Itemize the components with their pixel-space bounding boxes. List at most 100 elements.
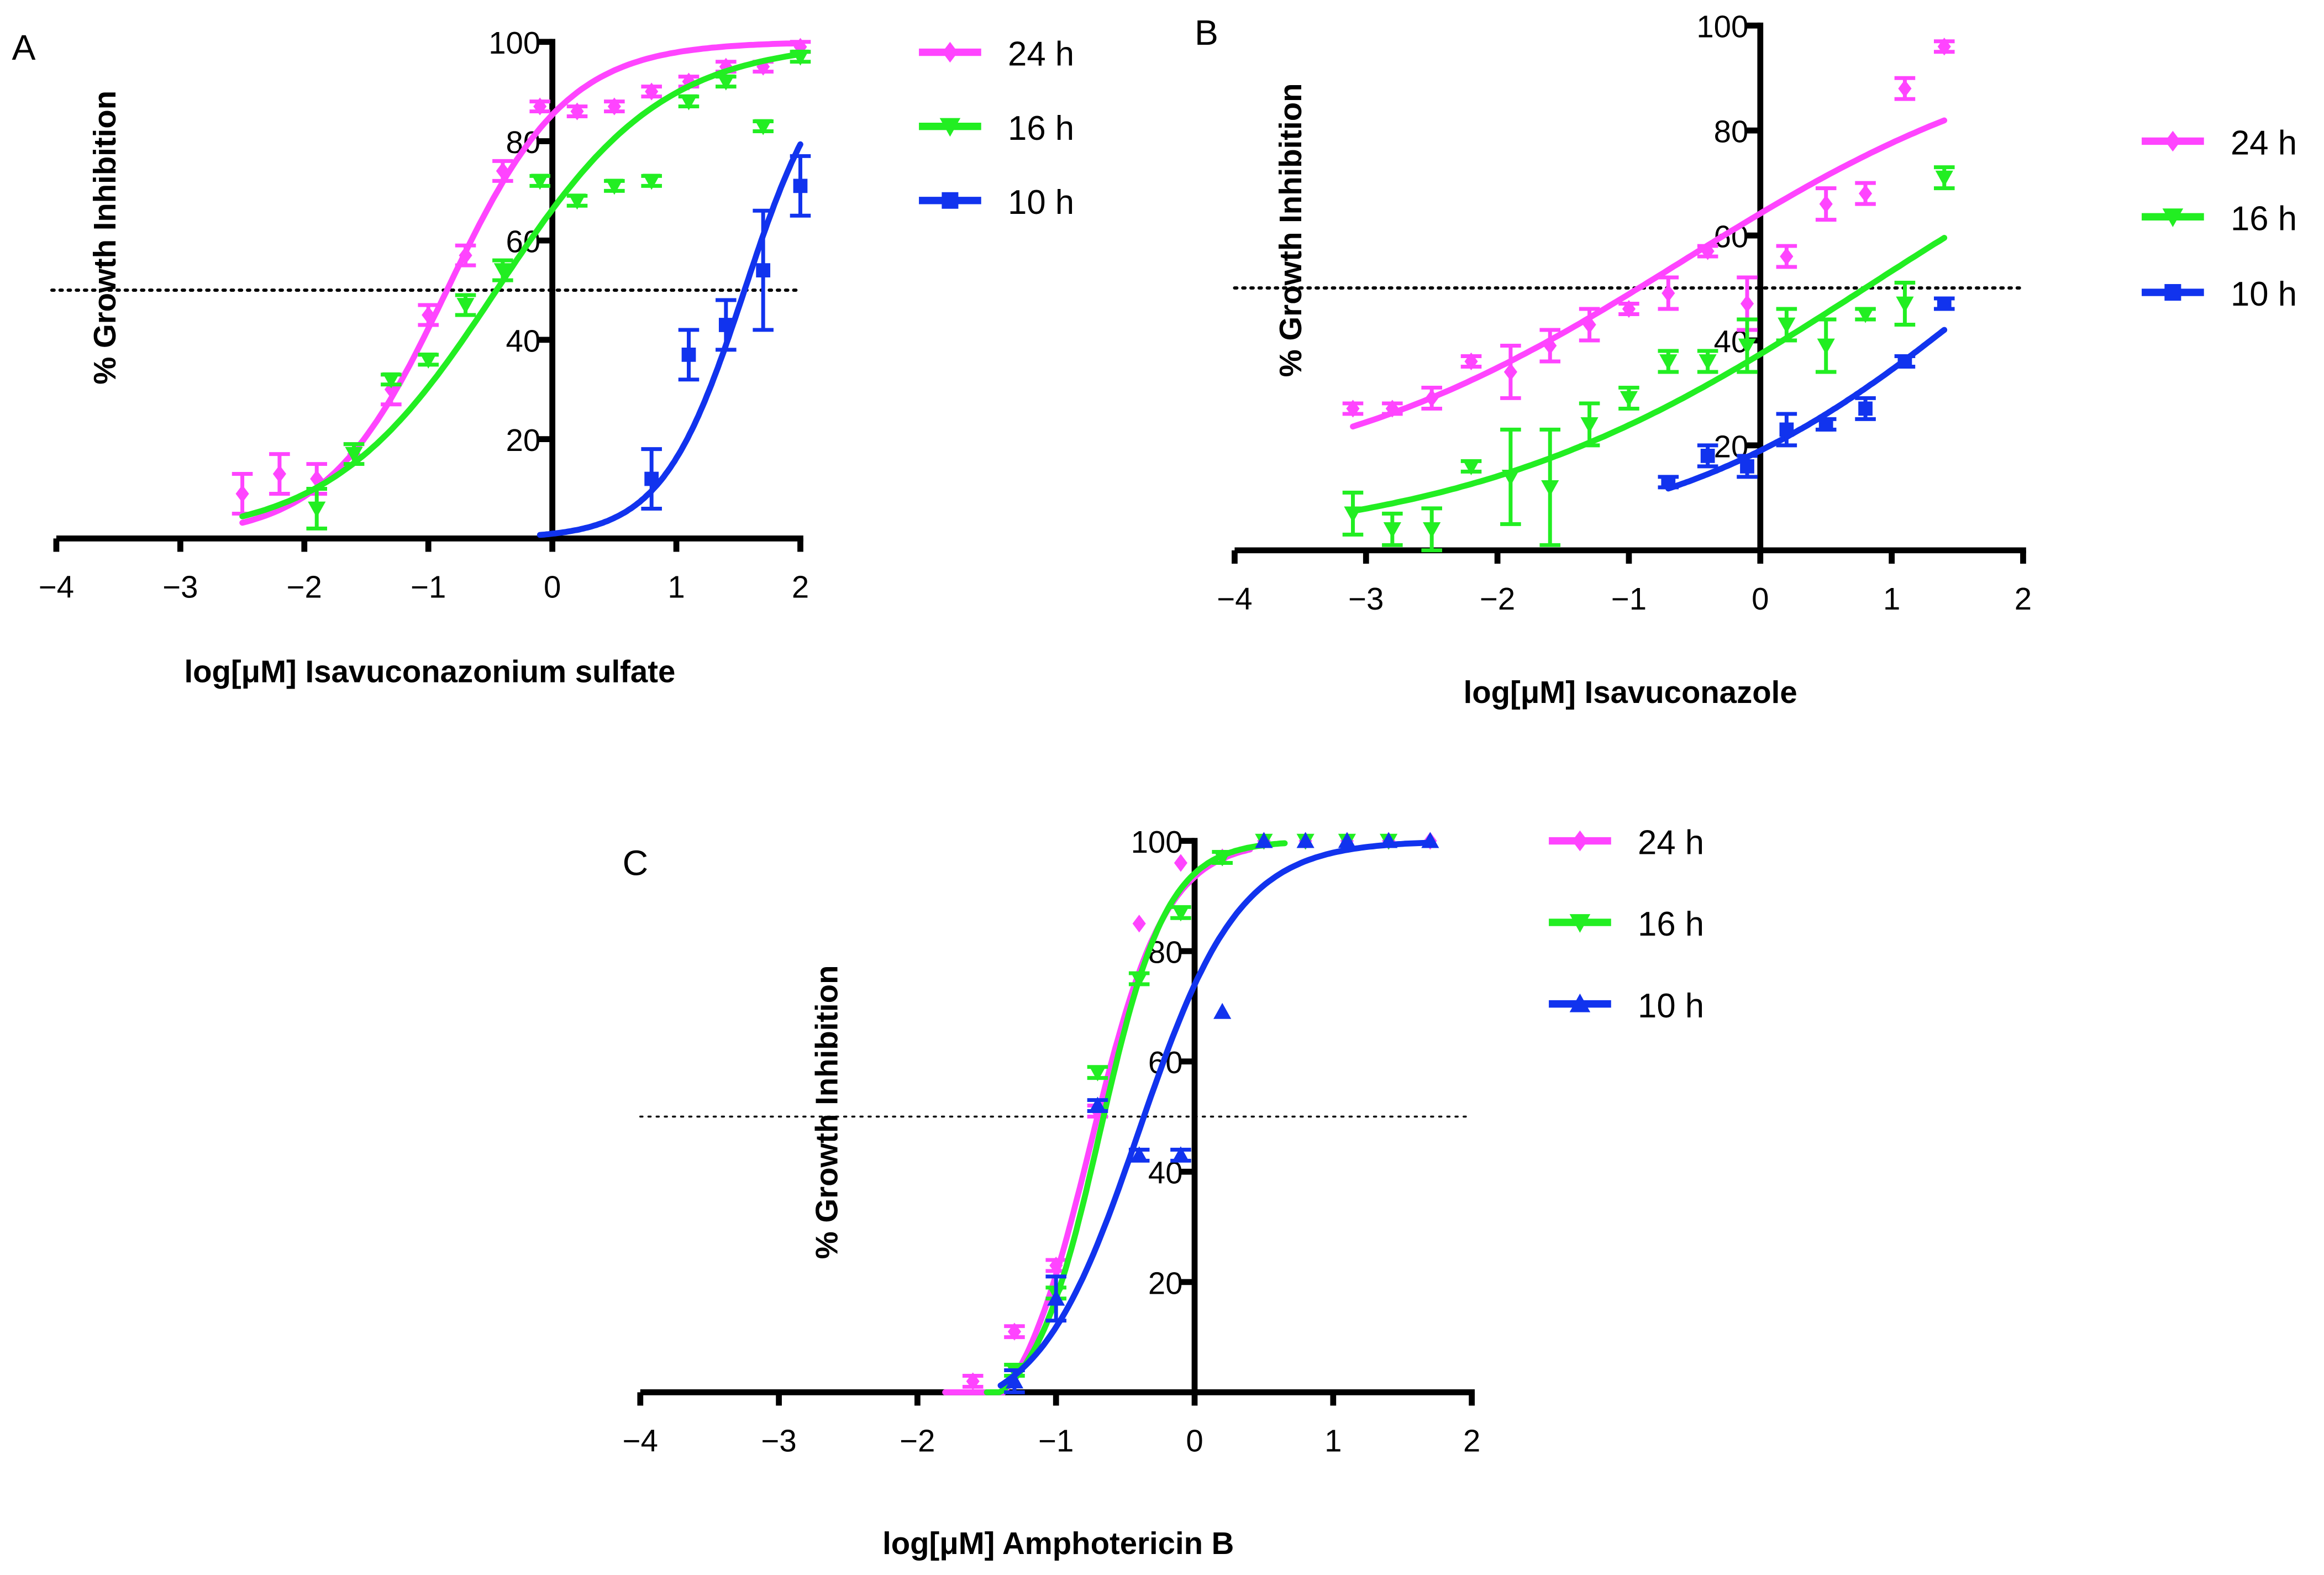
legend-item: 10 h bbox=[1549, 987, 1704, 1025]
fit-curve bbox=[537, 141, 803, 538]
triangle-down-marker bbox=[1856, 307, 1875, 323]
x-axis-title: log[μM] Amphotericin B bbox=[882, 1526, 1234, 1561]
triangle-down-marker bbox=[1541, 480, 1559, 496]
y-axis-title: % Growth Inhibition bbox=[1273, 83, 1308, 377]
triangle-down-marker bbox=[1089, 1065, 1107, 1082]
triangle-down-marker bbox=[308, 501, 326, 518]
fit-curve bbox=[942, 846, 1253, 1395]
y-tick-label: 100 bbox=[1131, 825, 1183, 859]
square-marker bbox=[1700, 449, 1715, 463]
triangle-down-marker bbox=[1659, 354, 1678, 371]
triangle-down-marker bbox=[456, 298, 475, 314]
diamond-marker bbox=[570, 102, 584, 120]
triangle-down-marker bbox=[1896, 296, 1914, 313]
triangle-down-marker bbox=[568, 193, 586, 210]
legend-label: 16 h bbox=[1008, 109, 1074, 148]
diamond-marker bbox=[966, 1372, 980, 1390]
panel-label: B bbox=[1195, 13, 1218, 53]
series-10h bbox=[1658, 296, 1955, 492]
diamond-marker bbox=[1425, 389, 1439, 407]
triangle-down-marker bbox=[493, 263, 512, 280]
triangle-up-marker bbox=[1130, 1146, 1148, 1163]
triangle-down-marker bbox=[1699, 354, 1717, 371]
triangle-down-marker bbox=[1620, 391, 1638, 407]
legend-label: 10 h bbox=[1638, 987, 1704, 1025]
square-marker bbox=[1937, 296, 1952, 311]
triangle-up-marker bbox=[1089, 1096, 1107, 1113]
triangle-up-marker bbox=[1047, 1289, 1065, 1306]
x-tick-label: −4 bbox=[623, 1424, 658, 1458]
x-tick-label: −2 bbox=[1480, 581, 1515, 616]
y-tick-label: 20 bbox=[1148, 1266, 1183, 1300]
diamond-marker bbox=[1464, 352, 1478, 371]
fit-curve bbox=[239, 51, 803, 519]
diamond-marker bbox=[1572, 830, 1588, 852]
triangle-down-marker bbox=[717, 74, 735, 91]
triangle-down-marker bbox=[1580, 417, 1599, 434]
square-marker bbox=[2164, 284, 2181, 301]
x-tick-label: 2 bbox=[792, 570, 809, 605]
legend-label: 10 h bbox=[2231, 275, 2297, 313]
x-tick-label: 2 bbox=[1463, 1424, 1480, 1458]
x-tick-label: 1 bbox=[667, 570, 685, 605]
legend-item: 16 h bbox=[2142, 200, 2297, 238]
diamond-marker bbox=[1007, 1322, 1022, 1341]
diamond-marker bbox=[1582, 316, 1596, 334]
diamond-marker bbox=[1503, 363, 1517, 381]
triangle-down-marker bbox=[1501, 470, 1519, 486]
x-tick-label: 2 bbox=[2015, 581, 2032, 616]
triangle-up-marker bbox=[1338, 832, 1356, 848]
legend-item: 16 h bbox=[1549, 905, 1704, 943]
triangle-down-marker bbox=[680, 94, 698, 111]
legend-item: 10 h bbox=[2142, 275, 2297, 313]
triangle-down-marker bbox=[1935, 170, 1953, 187]
legend-item: 16 h bbox=[919, 109, 1074, 148]
x-axis-title: log[μM] Isavuconazonium sulfate bbox=[184, 654, 675, 689]
x-tick-label: −3 bbox=[162, 570, 198, 605]
x-tick-label: −4 bbox=[39, 570, 74, 605]
legend-label: 24 h bbox=[1638, 824, 1704, 862]
x-tick-label: 0 bbox=[1186, 1424, 1203, 1458]
triangle-down-marker bbox=[1569, 914, 1591, 933]
y-tick-label: 20 bbox=[506, 423, 541, 458]
diamond-marker bbox=[533, 97, 547, 116]
triangle-down-marker bbox=[643, 174, 661, 190]
triangle-down-marker bbox=[2162, 208, 2184, 228]
panel-label: A bbox=[12, 28, 35, 67]
legend-item: 10 h bbox=[919, 183, 1074, 222]
triangle-down-marker bbox=[1423, 522, 1441, 538]
x-tick-label: 1 bbox=[1883, 581, 1900, 616]
y-tick-label: 40 bbox=[506, 323, 541, 358]
diamond-marker bbox=[1132, 915, 1146, 933]
series-10h bbox=[537, 141, 811, 538]
triangle-up-marker bbox=[1213, 1002, 1232, 1019]
panel-label: C bbox=[623, 843, 648, 883]
triangle-down-marker bbox=[1344, 506, 1362, 523]
triangle-down-marker bbox=[531, 174, 549, 190]
triangle-down-marker bbox=[1817, 338, 1835, 355]
diamond-marker bbox=[645, 82, 659, 101]
series-10h bbox=[997, 832, 1439, 1394]
square-marker bbox=[942, 192, 959, 209]
x-tick-label: −3 bbox=[1348, 581, 1384, 616]
diamond-marker bbox=[1622, 300, 1636, 318]
triangle-down-marker bbox=[345, 447, 363, 463]
triangle-down-marker bbox=[419, 352, 438, 369]
x-tick-label: −1 bbox=[1038, 1424, 1074, 1458]
square-marker bbox=[1897, 354, 1912, 369]
fit-curve bbox=[1350, 235, 1948, 514]
triangle-up-marker bbox=[1171, 1146, 1190, 1163]
triangle-down-marker bbox=[1738, 338, 1757, 355]
diamond-marker bbox=[422, 306, 435, 324]
triangle-up-marker bbox=[1380, 832, 1398, 848]
diamond-marker bbox=[459, 246, 472, 265]
fit-curve bbox=[1350, 117, 1948, 430]
square-marker bbox=[644, 471, 659, 486]
square-marker bbox=[1661, 475, 1676, 490]
square-marker bbox=[756, 263, 771, 277]
x-tick-label: −3 bbox=[761, 1424, 796, 1458]
triangle-down-marker bbox=[382, 372, 400, 389]
diamond-marker bbox=[2165, 130, 2181, 152]
triangle-up-marker bbox=[1005, 1372, 1024, 1389]
